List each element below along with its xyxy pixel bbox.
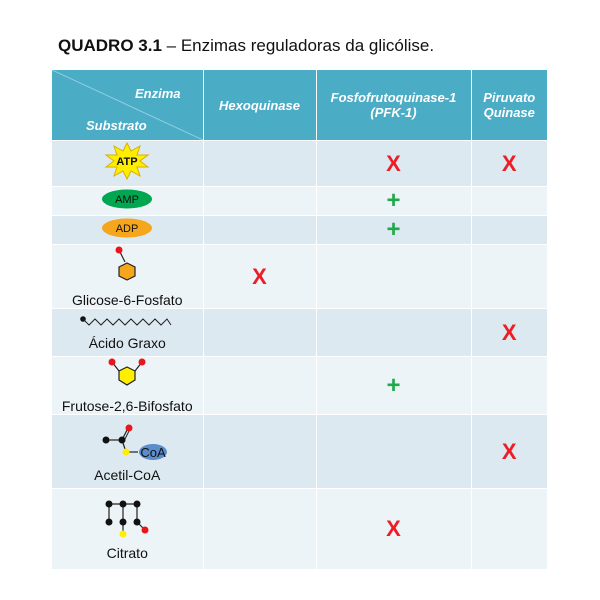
atp-star-icon: ATP (102, 141, 152, 181)
activate-mark: + (386, 216, 400, 243)
table-caption: – Enzimas reguladoras da glicólise. (162, 36, 434, 55)
substrate-label: Ácido Graxo (52, 335, 203, 351)
mark-cell (203, 309, 316, 357)
regulation-table: Enzima Substrato Hexoquinase Fosfofrutoq… (52, 70, 547, 569)
mark-cell (471, 245, 547, 309)
substrate-cell: ATP (52, 141, 203, 187)
mark-cell (316, 245, 471, 309)
inhibit-mark: X (386, 516, 401, 541)
amp-oval-icon: AMP (99, 188, 155, 210)
mark-cell (471, 216, 547, 245)
substrate-cell: Glicose-6-Fosfato (52, 245, 203, 309)
substrate-label: Glicose-6-Fosfato (52, 292, 203, 308)
atp-label: ATP (117, 156, 138, 168)
table-row: AMP + (52, 187, 547, 216)
table-row: ATP X X (52, 141, 547, 187)
inhibit-mark: X (502, 439, 517, 464)
substrate-cell: CoA Acetil-CoA (52, 415, 203, 489)
mark-cell (471, 187, 547, 216)
fructose-bisphosphate-icon (102, 357, 152, 393)
header-enzima: Enzima (135, 86, 181, 101)
substrate-label: Acetil-CoA (52, 467, 203, 483)
inhibit-mark: X (502, 320, 517, 345)
mark-cell: X (316, 141, 471, 187)
inhibit-mark: X (252, 264, 267, 289)
mark-cell: + (316, 187, 471, 216)
activate-mark: + (386, 187, 400, 214)
citrate-icon (97, 496, 157, 540)
fatty-acid-chain-icon (79, 314, 175, 330)
amp-label: AMP (115, 194, 139, 206)
table-row: Frutose-2,6-Bifosfato + (52, 357, 547, 415)
inhibit-mark: X (386, 151, 401, 176)
mark-cell (203, 489, 316, 569)
table-row: Glicose-6-Fosfato X (52, 245, 547, 309)
table-row: Citrato X (52, 489, 547, 569)
substrate-label: Frutose-2,6-Bifosfato (52, 398, 203, 414)
substrate-cell: AMP (52, 187, 203, 216)
mark-cell: X (316, 489, 471, 569)
glucose-6-phosphate-icon (107, 245, 147, 287)
mark-cell (203, 216, 316, 245)
mark-cell (203, 187, 316, 216)
mark-cell: + (316, 216, 471, 245)
substrate-cell: Frutose-2,6-Bifosfato (52, 357, 203, 415)
col-header-piruvato-quinase: Piruvato Quinase (471, 70, 547, 141)
activate-mark: + (386, 372, 400, 399)
table-row: Ácido Graxo X (52, 309, 547, 357)
table-number: QUADRO 3.1 (58, 36, 162, 55)
mark-cell (203, 141, 316, 187)
mark-cell (316, 415, 471, 489)
col-header-hexoquinase: Hexoquinase (203, 70, 316, 141)
table-row: CoA Acetil-CoA X (52, 415, 547, 489)
mark-cell (316, 309, 471, 357)
mark-cell: X (471, 141, 547, 187)
substrate-cell: Citrato (52, 489, 203, 569)
acetyl-coa-icon: CoA (72, 420, 182, 462)
mark-cell: X (471, 415, 547, 489)
coa-label: CoA (141, 445, 167, 460)
substrate-cell: ADP (52, 216, 203, 245)
substrate-cell: Ácido Graxo (52, 309, 203, 357)
mark-cell (203, 415, 316, 489)
mark-cell (471, 357, 547, 415)
inhibit-mark: X (502, 151, 517, 176)
adp-label: ADP (116, 223, 139, 235)
header-substrato: Substrato (86, 118, 147, 133)
mark-cell: + (316, 357, 471, 415)
table-title: QUADRO 3.1 – Enzimas reguladoras da glic… (58, 36, 434, 56)
col-header-pfk1: Fosfofrutoquinase-1 (PFK-1) (316, 70, 471, 141)
corner-header: Enzima Substrato (52, 70, 203, 141)
adp-oval-icon: ADP (99, 217, 155, 239)
mark-cell (203, 357, 316, 415)
mark-cell: X (203, 245, 316, 309)
mark-cell (471, 489, 547, 569)
substrate-label: Citrato (52, 545, 203, 561)
table-row: ADP + (52, 216, 547, 245)
mark-cell: X (471, 309, 547, 357)
